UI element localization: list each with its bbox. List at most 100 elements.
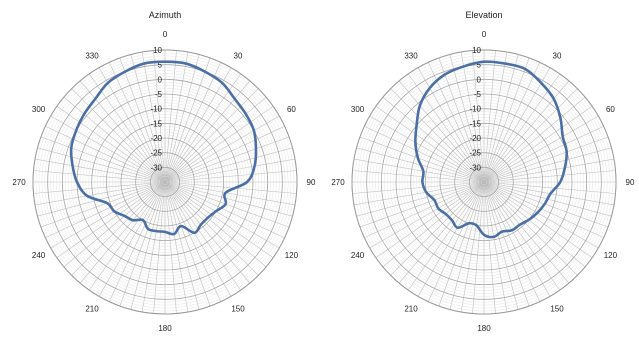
spoke-gridline — [390, 88, 485, 183]
minor-ring-gridline — [158, 175, 172, 189]
spoke-gridline — [56, 181, 166, 258]
angle-tick-label: 180 — [477, 324, 491, 333]
minor-ring-gridline — [360, 58, 608, 306]
angle-tick-label: 60 — [606, 105, 615, 114]
spoke-gridline — [164, 181, 222, 302]
spoke-gridline — [408, 73, 485, 183]
chart-title: Elevation — [465, 10, 502, 20]
minor-ring-gridline — [141, 158, 189, 206]
angle-tick-label: 240 — [32, 251, 46, 260]
spoke-gridline — [89, 73, 166, 183]
major-ring-gridline — [366, 64, 602, 300]
spoke-gridline — [353, 181, 485, 206]
major-ring-gridline — [454, 152, 514, 212]
spoke-gridline — [356, 181, 485, 217]
spoke-gridline — [417, 181, 485, 297]
spoke-gridline — [483, 80, 570, 183]
spoke-gridline — [472, 181, 485, 314]
spoke-gridline — [164, 181, 251, 284]
spoke-gridline — [438, 181, 485, 307]
spoke-gridline — [130, 54, 166, 183]
minor-ring-gridline — [477, 175, 491, 189]
angle-tick-label: 150 — [231, 304, 245, 313]
spoke-gridline — [483, 147, 612, 183]
angle-tick-label: 180 — [158, 324, 172, 333]
spoke-gridline — [375, 181, 485, 258]
minor-ring-gridline — [475, 172, 494, 191]
spoke-gridline — [483, 88, 578, 183]
spoke-gridline — [164, 115, 280, 183]
spoke-gridline — [164, 170, 297, 183]
angle-tick-label: 0 — [163, 30, 168, 39]
major-ring-gridline — [135, 152, 195, 212]
spoke-gridline — [483, 181, 551, 297]
major-ring-gridline — [61, 78, 269, 286]
spoke-gridline — [483, 181, 599, 249]
spoke-gridline — [50, 181, 166, 249]
spoke-gridline — [119, 57, 166, 183]
spoke-gridline — [164, 181, 177, 314]
major-ring-gridline — [105, 122, 225, 242]
spoke-gridline — [164, 57, 211, 183]
major-ring-gridline — [149, 166, 181, 198]
pattern-series-line — [69, 60, 258, 236]
minor-ring-gridline — [56, 73, 274, 291]
spoke-gridline — [483, 181, 570, 284]
angle-tick-label: 150 — [550, 304, 564, 313]
spoke-gridline — [369, 181, 485, 249]
spoke-gridline — [164, 181, 280, 249]
spoke-gridline — [56, 106, 166, 183]
angle-tick-label: 90 — [626, 178, 635, 187]
minor-ring-gridline — [147, 164, 183, 200]
radial-tick-label: 10 — [472, 46, 481, 55]
spoke-gridline — [483, 170, 616, 183]
minor-ring-gridline — [65, 82, 265, 282]
angle-tick-label: 0 — [482, 30, 487, 39]
spoke-gridline — [164, 80, 251, 183]
minor-ring-gridline — [457, 155, 511, 209]
spoke-gridline — [37, 181, 166, 217]
spoke-gridline — [63, 96, 166, 183]
radial-tick-label: 5 — [477, 61, 482, 70]
minor-ring-gridline — [372, 70, 596, 294]
spoke-gridline — [364, 125, 485, 183]
spoke-gridline — [483, 54, 519, 183]
spoke-gridline — [398, 181, 485, 284]
spoke-gridline — [427, 181, 485, 302]
minor-ring-gridline — [389, 87, 579, 277]
spoke-gridline — [164, 96, 267, 183]
minor-ring-gridline — [369, 67, 599, 297]
angle-tick-label: 120 — [285, 251, 299, 260]
spoke-gridline — [483, 106, 593, 183]
spoke-gridline — [483, 181, 519, 310]
spoke-gridline — [141, 51, 166, 183]
spoke-gridline — [483, 158, 615, 183]
radial-tick-label: 5 — [158, 61, 163, 70]
angle-tick-label: 330 — [404, 52, 418, 61]
spoke-gridline — [164, 181, 296, 206]
spoke-gridline — [353, 158, 485, 183]
radial-tick-label: 10 — [153, 46, 162, 55]
angle-tick-label: 300 — [32, 105, 46, 114]
spoke-gridline — [483, 181, 604, 239]
minor-ring-gridline — [401, 99, 567, 265]
minor-ring-gridline — [129, 146, 201, 218]
major-ring-gridline — [380, 78, 588, 286]
major-ring-gridline — [439, 137, 529, 227]
major-ring-gridline — [120, 137, 210, 227]
spoke-gridline — [449, 181, 485, 310]
spoke-gridline — [164, 67, 232, 183]
spoke-gridline — [164, 181, 297, 194]
spoke-gridline — [398, 80, 485, 183]
minor-ring-gridline — [94, 111, 236, 253]
minor-ring-gridline — [73, 90, 257, 274]
plot-border — [32, 49, 298, 315]
minor-ring-gridline — [97, 114, 233, 250]
minor-ring-gridline — [123, 140, 207, 224]
minor-ring-gridline — [79, 96, 251, 268]
minor-ring-gridline — [433, 131, 535, 233]
radial-tick-label: 0 — [158, 75, 163, 84]
minor-ring-gridline — [413, 111, 555, 253]
radial-tick-label: -30 — [150, 163, 162, 172]
